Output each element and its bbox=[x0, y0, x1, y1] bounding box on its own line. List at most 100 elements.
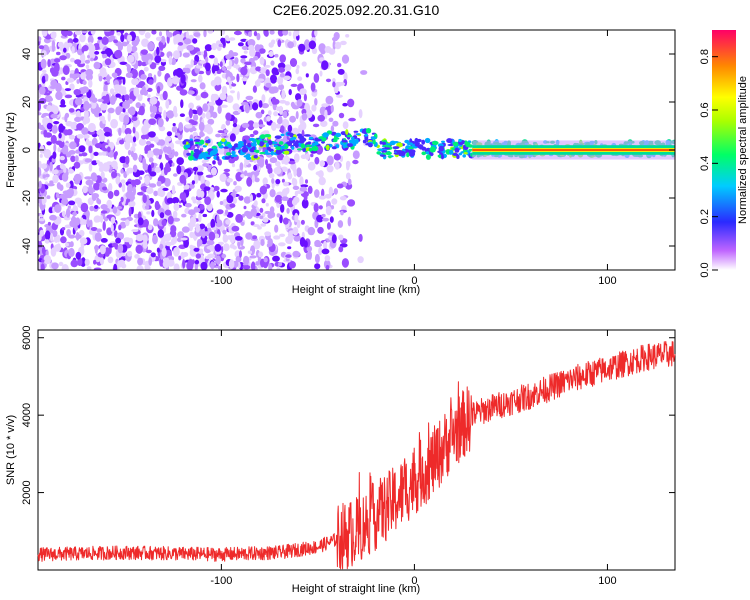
spectrogram-signal-dot bbox=[429, 146, 436, 153]
spectrogram-noise-dot bbox=[153, 136, 159, 143]
spectrogram-signal-dot bbox=[431, 140, 439, 146]
spectrogram-signal-dot bbox=[265, 142, 270, 148]
spectrogram-noise-dot bbox=[148, 157, 154, 163]
spectrogram-noise-dot bbox=[111, 242, 119, 248]
spectrogram-noise-dot bbox=[188, 119, 195, 124]
spectrogram-noise-dot bbox=[305, 73, 309, 78]
spectrogram-noise-dot bbox=[281, 118, 290, 128]
snr-series-line bbox=[37, 341, 676, 570]
spectrogram-noise-dot bbox=[249, 255, 257, 259]
spectrogram-noise-dot bbox=[65, 208, 71, 218]
spectrogram-noise-dot bbox=[133, 120, 139, 128]
spectrogram-noise-dot bbox=[192, 38, 198, 44]
spectrogram-noise-dot bbox=[58, 125, 66, 131]
spectrogram-noise-dot bbox=[229, 133, 236, 142]
spectrogram-noise-dot bbox=[286, 207, 290, 214]
spectrogram-noise-dot bbox=[253, 55, 259, 61]
spectrogram-noise-dot bbox=[244, 210, 251, 217]
spectrogram-noise-dot bbox=[38, 101, 41, 111]
spectrogram-noise-dot bbox=[280, 125, 285, 134]
colorbar-tick-label: 0.4 bbox=[699, 156, 711, 171]
spectrogram-noise-dot bbox=[119, 139, 125, 145]
spectrogram-noise-dot bbox=[332, 78, 336, 83]
spectrogram-noise-dot bbox=[328, 186, 334, 197]
spectrogram-noise-dot bbox=[54, 62, 60, 73]
spectrogram-noise-dot bbox=[51, 262, 59, 270]
spectrogram-signal-dot bbox=[364, 135, 369, 141]
spectrogram-noise-dot bbox=[343, 72, 348, 82]
spectrogram-noise-dot bbox=[253, 239, 261, 250]
spectrogram-noise-dot bbox=[336, 183, 344, 189]
spectrogram-noise-dot bbox=[253, 30, 258, 37]
spectrogram-noise-dot bbox=[255, 66, 262, 72]
spectrogram-noise-dot bbox=[208, 231, 216, 241]
spectrogram-noise-dot bbox=[281, 89, 286, 100]
spectrogram-noise-dot bbox=[254, 177, 260, 183]
bottom-x-tick-label: 0 bbox=[411, 575, 417, 587]
spectrogram-noise-dot bbox=[138, 138, 147, 146]
spectrogram-noise-dot bbox=[191, 180, 195, 185]
spectrogram-noise-dot bbox=[87, 55, 90, 59]
spectrogram-signal-dot bbox=[205, 139, 211, 144]
spectrogram-noise-dot bbox=[324, 46, 332, 53]
spectrogram-noise-dot bbox=[125, 191, 134, 199]
spectrogram-noise-dot bbox=[326, 222, 331, 230]
spectrogram-noise-dot bbox=[128, 200, 136, 208]
spectrogram-signal-dot bbox=[217, 141, 222, 147]
top-y-axis-title: Frequency (Hz) bbox=[5, 112, 17, 188]
spectrogram-signal-dot bbox=[300, 138, 307, 141]
spectrogram-noise-dot bbox=[225, 219, 231, 225]
spectrogram-noise-dot bbox=[93, 267, 102, 270]
spectrogram-noise-dot bbox=[108, 182, 113, 192]
spectrogram-noise-dot bbox=[45, 173, 50, 178]
top-y-tick-label: -20 bbox=[21, 190, 33, 206]
spectrogram-noise-dot bbox=[250, 261, 256, 270]
spectrogram-noise-dot bbox=[38, 167, 42, 177]
spectrogram-noise-dot bbox=[141, 124, 149, 135]
spectrogram-noise-dot bbox=[173, 263, 180, 270]
spectrogram-noise-dot bbox=[284, 64, 292, 72]
spectrogram-noise-dot bbox=[122, 108, 126, 113]
spectrogram-noise-dot bbox=[258, 158, 265, 168]
spectrogram-noise-dot bbox=[288, 31, 292, 37]
spectrogram-noise-dot bbox=[95, 107, 102, 113]
spectrogram-noise-dot bbox=[209, 54, 215, 59]
spectrogram-noise-dot bbox=[225, 119, 231, 126]
spectrogram-noise-dot bbox=[102, 119, 107, 124]
spectrogram-noise-dot bbox=[88, 163, 93, 172]
spectrogram-signal-dot bbox=[325, 144, 330, 151]
spectrogram-noise-dot bbox=[168, 153, 175, 159]
spectrogram-noise-dot bbox=[76, 134, 84, 139]
spectrogram-noise-dot bbox=[85, 138, 90, 146]
spectrogram-noise-dot bbox=[119, 156, 127, 164]
spectrogram-noise-dot bbox=[46, 195, 51, 200]
spectrogram-noise-dot bbox=[132, 143, 137, 147]
spectrogram-noise-dot bbox=[203, 186, 211, 191]
spectrogram-noise-dot bbox=[70, 70, 75, 74]
spectrogram-noise-dot bbox=[214, 233, 220, 239]
spectrogram-signal-dot bbox=[346, 134, 353, 138]
spectrogram-noise-dot bbox=[100, 214, 104, 223]
spectrogram-noise-dot bbox=[217, 105, 222, 114]
spectrogram-noise-dot bbox=[277, 39, 282, 48]
spectrogram-noise-dot bbox=[237, 109, 242, 113]
spectrogram-noise-dot bbox=[226, 76, 231, 83]
spectrogram-signal-dot bbox=[396, 150, 403, 154]
spectrogram-noise-dot bbox=[101, 95, 109, 104]
spectrogram-noise-dot bbox=[53, 244, 62, 252]
spectrogram-noise-dot bbox=[88, 50, 96, 60]
spectrogram-noise-dot bbox=[114, 49, 123, 59]
spectrogram-signal-dot bbox=[246, 153, 251, 158]
spectrogram-noise-dot bbox=[128, 207, 132, 217]
spectrogram-noise-dot bbox=[241, 122, 250, 128]
spectrogram-noise-dot bbox=[268, 173, 275, 179]
spectrogram-noise-dot bbox=[196, 106, 203, 116]
spectrogram-noise-dot bbox=[156, 85, 161, 94]
spectrogram-noise-dot bbox=[75, 251, 82, 260]
spectrogram-noise-dot bbox=[318, 205, 323, 210]
spectrogram-noise-dot bbox=[125, 63, 130, 67]
spectrogram-signal-dot bbox=[438, 145, 445, 152]
spectrogram-noise-dot bbox=[115, 106, 122, 116]
spectrogram-noise-dot bbox=[146, 211, 151, 215]
spectrogram-noise-dot bbox=[174, 132, 181, 136]
